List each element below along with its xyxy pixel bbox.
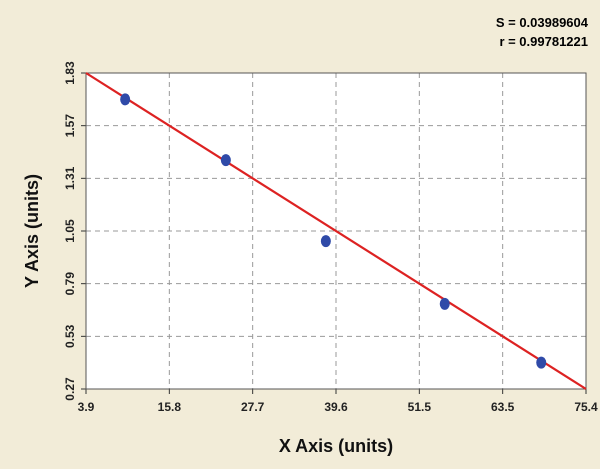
x-tick-label: 51.5 — [408, 400, 432, 414]
fit-line — [85, 72, 587, 390]
data-point — [439, 297, 450, 310]
y-tick-label: 1.31 — [63, 166, 77, 190]
data-point — [220, 154, 231, 167]
x-tick-label: 27.7 — [241, 400, 265, 414]
y-tick-label: 0.27 — [63, 377, 77, 401]
data-point — [536, 356, 547, 369]
data-point — [320, 235, 331, 248]
y-tick-labels: 0.27 0.53 0.79 1.05 1.31 1.57 1.83 — [63, 61, 77, 401]
s-value: S = 0.03989604 — [495, 15, 588, 30]
y-tick-label: 1.05 — [63, 219, 77, 243]
fit-line-group — [85, 72, 587, 390]
x-axis-title: X Axis (units) — [279, 436, 393, 456]
data-point — [120, 93, 131, 106]
x-tick-label: 63.5 — [491, 400, 515, 414]
x-tick-label: 15.8 — [158, 400, 182, 414]
axes — [81, 72, 587, 394]
y-axis-title: Y Axis (units) — [22, 174, 42, 288]
x-tick-labels: 3.9 15.8 27.7 39.6 51.5 63.5 75.4 — [78, 400, 598, 414]
y-tick-label: 1.83 — [63, 61, 77, 85]
fit-statistics: S = 0.03989604 r = 0.99781221 — [496, 13, 588, 51]
plot-border — [85, 72, 587, 390]
x-tick-label: 3.9 — [78, 400, 95, 414]
y-tick-label: 0.53 — [63, 324, 77, 348]
r-value: r = 0.99781221 — [499, 34, 588, 49]
x-tick-label: 39.6 — [324, 400, 348, 414]
data-points — [120, 93, 547, 369]
y-tick-label: 1.57 — [63, 114, 77, 138]
y-tick-label: 0.79 — [63, 272, 77, 296]
x-tick-label: 75.4 — [574, 400, 598, 414]
